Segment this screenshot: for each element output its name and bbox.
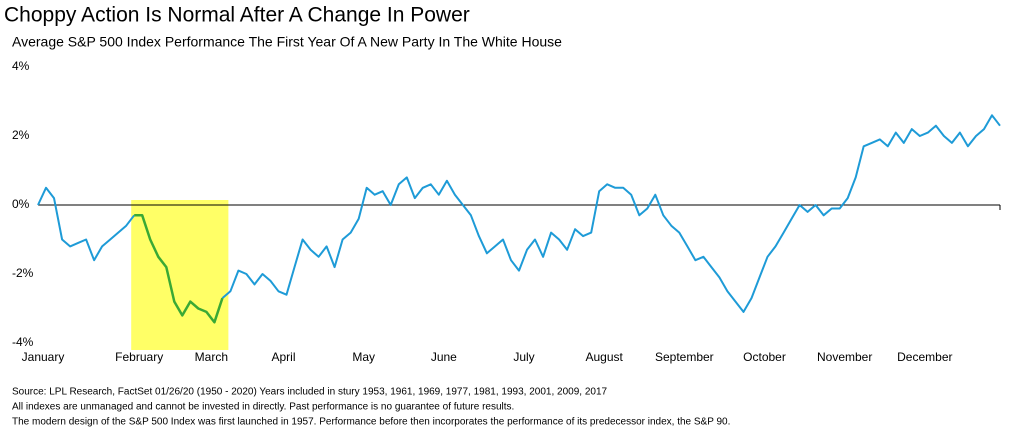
x-tick-label: July	[513, 350, 534, 364]
y-tick-label: 0%	[12, 197, 30, 211]
x-tick-label: January	[22, 350, 65, 364]
x-tick-label: November	[817, 350, 872, 364]
y-tick-label: -2%	[12, 266, 34, 280]
series-line	[134, 214, 224, 324]
x-tick-label: April	[271, 350, 295, 364]
y-tick-label: 4%	[12, 59, 30, 73]
x-tick-label: March	[195, 350, 228, 364]
source-note: Source: LPL Research, FactSet 01/26/20 (…	[12, 387, 608, 398]
x-tick-label: May	[352, 350, 375, 364]
x-tick-label: June	[431, 350, 457, 364]
chart-subtitle: Average S&P 500 Index Performance The Fi…	[12, 34, 562, 50]
methodology-note: The modern design of the S&P 500 Index w…	[12, 417, 730, 428]
chart-title: Choppy Action Is Normal After A Change I…	[4, 4, 470, 27]
y-tick-label: 2%	[12, 128, 30, 142]
disclaimer-note: All indexes are unmanaged and cannot be …	[12, 402, 514, 413]
y-tick-label: -4%	[12, 335, 34, 349]
x-tick-label: February	[115, 350, 163, 364]
x-tick-label: August	[585, 350, 623, 364]
x-tick-label: December	[897, 350, 952, 364]
series-line	[37, 186, 135, 262]
x-tick-label: October	[743, 350, 786, 364]
series-line	[221, 114, 1001, 313]
highlight-box	[131, 200, 229, 350]
x-tick-label: September	[655, 350, 714, 364]
